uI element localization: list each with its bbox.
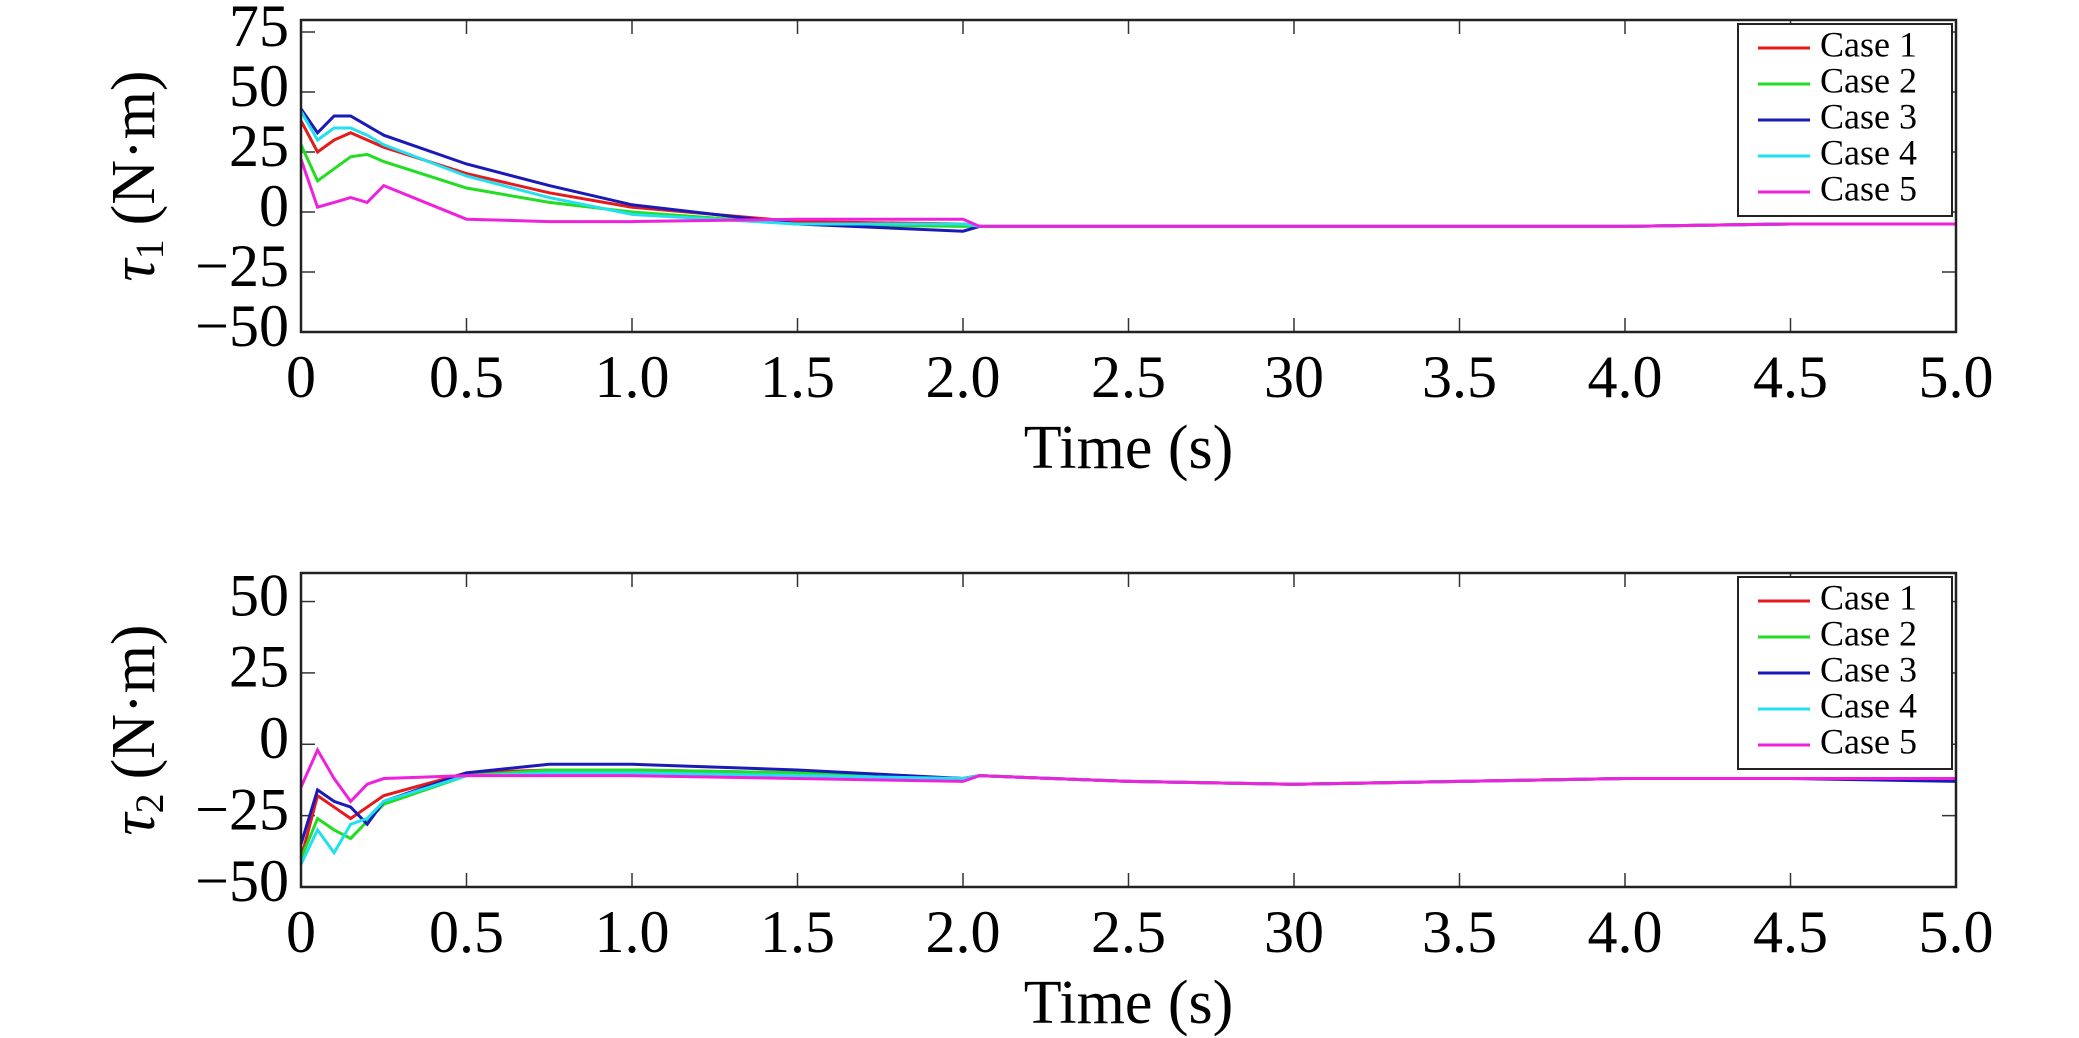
legend-label: Case 4 [1820,685,1917,725]
y-label-unit: (N·m) [100,70,168,225]
legend-label: Case 1 [1820,24,1917,64]
y-label-subscript: 2 [127,793,172,813]
x-tick-label: 1.0 [595,344,670,410]
y-tick-label: 50 [229,562,289,628]
y-tick-label: −25 [195,233,289,299]
y-tick-label: −25 [195,776,289,842]
plot-frame [299,571,1958,889]
x-tick-label: 2.5 [1091,344,1166,410]
legend-label: Case 4 [1820,132,1917,172]
y-tick-label: 0 [259,705,289,771]
legend-label: Case 2 [1820,60,1917,100]
x-tick-label: 4.0 [1588,899,1663,965]
series-line [299,768,1956,859]
x-tick-label: 2.0 [926,344,1001,410]
x-tick-label: 0 [286,899,316,965]
x-tick-label: 30 [1264,899,1324,965]
y-tick-label: 25 [229,634,289,700]
y-tick-label: 0 [259,173,289,239]
legend-label: Case 2 [1820,613,1917,653]
series-line [299,107,1956,233]
x-tick-label: 2.5 [1091,899,1166,965]
y-axis-label: τ1 (N·m) [100,70,172,281]
legend-label: Case 5 [1820,168,1917,208]
y-label-subscript: 1 [127,239,172,259]
x-axis-label: Time (s) [1024,414,1234,482]
x-tick-label: 1.5 [760,899,835,965]
series-line [299,771,1956,865]
series-line [299,158,1956,228]
y-axis-label: τ2 (N·m) [100,624,172,835]
series-line [299,120,1956,228]
x-tick-label: 2.0 [926,899,1001,965]
x-tick-label: 0.5 [429,344,504,410]
series-line [299,746,1956,804]
y-tick-label: 25 [229,113,289,179]
x-tick-label: 0 [286,344,316,410]
series-line [299,110,1956,228]
x-tick-label: 5.0 [1919,344,1994,410]
y-label-symbol: τ [100,811,168,836]
x-axis-label: Time (s) [1024,969,1234,1037]
x-tick-label: 1.0 [595,899,670,965]
legend-label: Case 5 [1820,721,1917,761]
x-tick-label: 4.0 [1588,344,1663,410]
x-tick-label: 3.5 [1422,899,1497,965]
series-line [299,768,1956,860]
x-tick-label: 5.0 [1919,899,1994,965]
y-tick-label: 75 [229,0,289,59]
x-tick-label: 30 [1264,344,1324,410]
y-tick-label: 50 [229,53,289,119]
legend-label: Case 1 [1820,577,1917,617]
y-label-symbol: τ [100,257,168,282]
y-tick-label: −50 [195,848,289,914]
legend-label: Case 3 [1820,96,1917,136]
y-label-unit: (N·m) [100,624,168,779]
y-tick-label: −50 [195,293,289,359]
legend-label: Case 3 [1820,649,1917,689]
x-tick-label: 4.5 [1753,899,1828,965]
plot-frame [299,18,1958,334]
x-tick-label: 0.5 [429,899,504,965]
x-tick-label: 1.5 [760,344,835,410]
x-tick-label: 4.5 [1753,344,1828,410]
x-tick-label: 3.5 [1422,344,1497,410]
